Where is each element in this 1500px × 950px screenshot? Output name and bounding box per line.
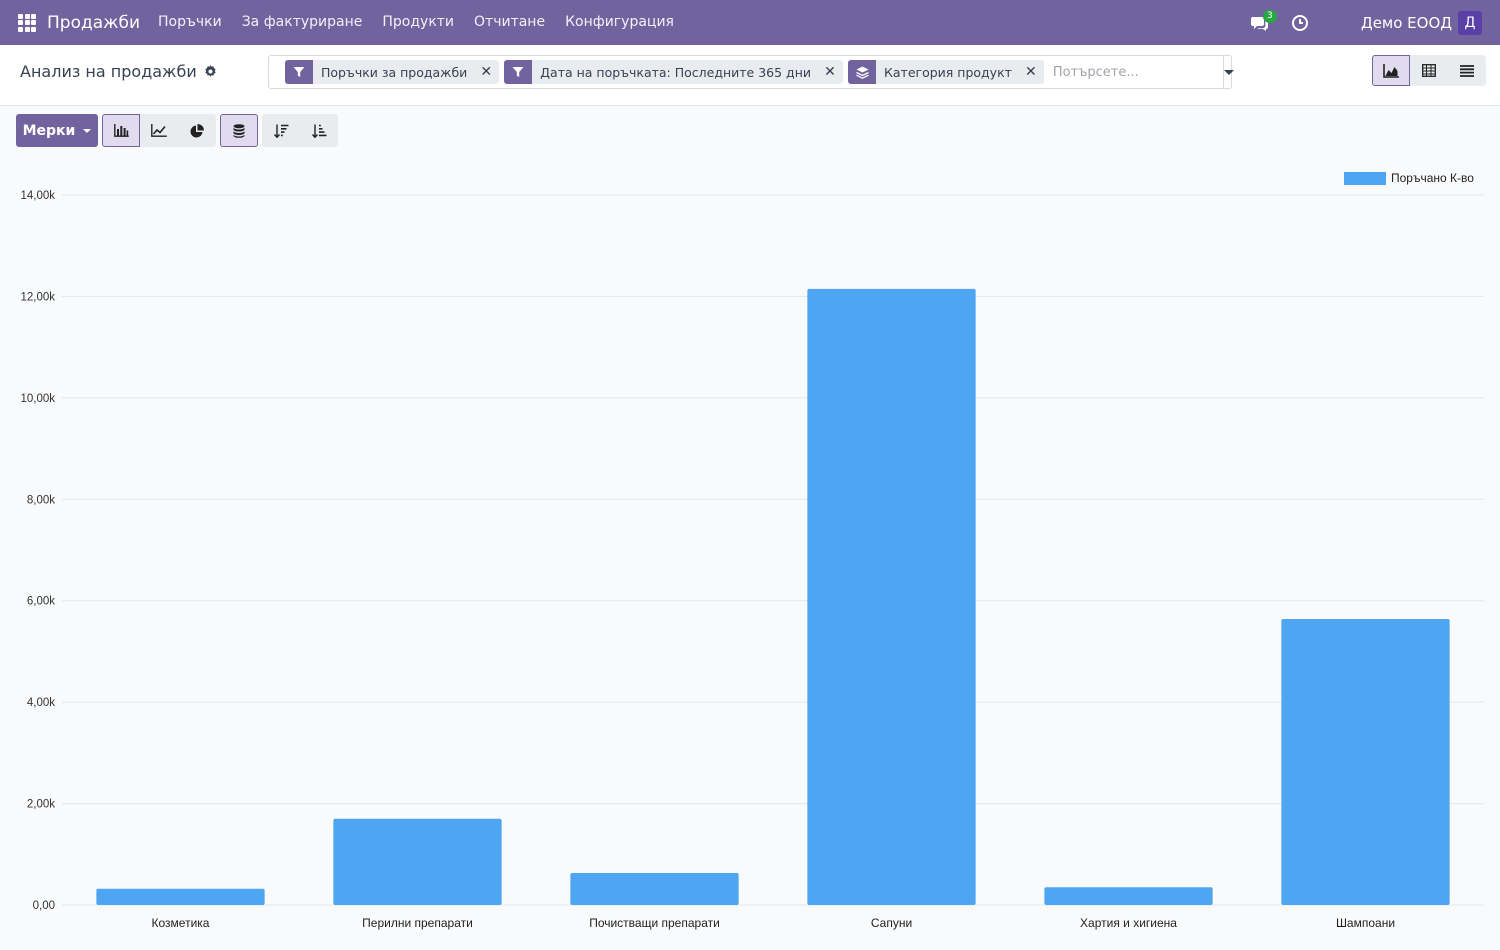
activity-clock-icon[interactable] — [1291, 14, 1309, 32]
measures-label: Мерки — [22, 122, 76, 139]
menu-item-orders[interactable]: Поръчки — [158, 14, 222, 30]
menu-item-products[interactable]: Продукти — [382, 14, 455, 30]
bar[interactable] — [807, 288, 976, 905]
x-tick-label: Шампоани — [1336, 916, 1395, 930]
search-input[interactable] — [1048, 58, 1223, 86]
messages-count-badge: 3 — [1262, 9, 1277, 23]
y-tick-label: 6,00k — [27, 596, 55, 608]
menu-item-configuration[interactable]: Конфигурация — [565, 14, 674, 30]
navbar-systray: 3 Демо ЕООД Д — [1249, 0, 1500, 45]
x-tick-label: Хартия и хигиена — [1080, 916, 1177, 930]
stacked-group — [220, 114, 258, 147]
bar[interactable] — [333, 818, 502, 905]
filter-icon — [504, 60, 533, 84]
breadcrumb: Анализ на продажби — [20, 62, 217, 81]
y-tick-label: 14,00k — [20, 190, 55, 202]
messages-icon[interactable]: 3 — [1249, 9, 1277, 34]
legend-swatch[interactable] — [1344, 172, 1386, 185]
graph-toolbar: Мерки — [16, 114, 342, 147]
bar[interactable] — [570, 873, 739, 905]
app-title[interactable]: Продажби — [47, 12, 140, 33]
search-bar: Поръчки за продажби ✕ Дата на поръчката:… — [268, 55, 1234, 89]
x-tick-label: Козметика — [152, 916, 210, 930]
bar[interactable] — [1281, 618, 1450, 905]
bar[interactable] — [1044, 887, 1213, 905]
stacked-database-icon — [233, 123, 245, 138]
main-menu: Поръчки За фактуриране Продукти Отчитане… — [148, 0, 684, 45]
apps-menu-icon[interactable] — [18, 13, 36, 32]
facet-label: Категория продукт — [884, 64, 1012, 80]
facet-label: Дата на поръчката: Последните 365 дни — [540, 64, 811, 80]
list-view-button[interactable] — [1448, 55, 1486, 86]
x-tick-label: Сапуни — [871, 916, 912, 930]
control-panel: Анализ на продажби Поръчки за продажби ✕… — [0, 45, 1500, 106]
pivot-view-icon — [1422, 64, 1436, 77]
sort-ascending-button[interactable] — [300, 114, 338, 147]
sort-ascending-icon — [311, 124, 326, 138]
top-navbar: Продажби Поръчки За фактуриране Продукти… — [0, 0, 1500, 45]
y-tick-label: 12,00k — [20, 291, 55, 303]
menu-item-to-invoice[interactable]: За фактуриране — [241, 14, 363, 30]
x-tick-label: Перилни препарати — [362, 916, 473, 930]
line-chart-button[interactable] — [140, 114, 178, 147]
stacked-toggle-button[interactable] — [220, 114, 258, 147]
y-tick-label: 0,00 — [33, 900, 55, 912]
graph-view-icon — [1383, 63, 1399, 78]
sort-descending-icon — [273, 124, 288, 138]
search-options-toggle[interactable] — [1222, 56, 1234, 88]
pie-chart-icon — [190, 123, 204, 137]
sort-descending-button[interactable] — [262, 114, 300, 147]
search-facet: Поръчки за продажби ✕ — [285, 60, 500, 84]
graph-view-button[interactable] — [1372, 55, 1410, 86]
page-title: Анализ на продажби — [20, 62, 197, 81]
list-view-icon — [1460, 64, 1474, 77]
remove-facet-icon[interactable]: ✕ — [1025, 64, 1037, 80]
pie-chart-button[interactable] — [178, 114, 216, 147]
filter-icon — [285, 60, 313, 84]
menu-item-reporting[interactable]: Отчитане — [474, 14, 546, 30]
x-tick-label: Почистващи препарати — [589, 916, 720, 930]
gear-icon[interactable] — [204, 65, 217, 78]
pivot-view-button[interactable] — [1410, 55, 1448, 86]
bar[interactable] — [96, 888, 265, 905]
caret-down-icon — [83, 128, 92, 133]
measures-dropdown-button[interactable]: Мерки — [16, 114, 98, 147]
bar-chart-icon — [113, 124, 129, 137]
bar-chart: 0,00 2,00k 4,00k 6,00k 8,00k 10,00k 12,00k 14,0… — [20, 171, 1484, 930]
chevron-down-icon — [1223, 69, 1234, 75]
chart-type-group — [102, 114, 216, 147]
y-tick-label: 2,00k — [27, 799, 55, 811]
user-avatar[interactable]: Д — [1458, 10, 1482, 35]
remove-facet-icon[interactable]: ✕ — [480, 64, 493, 80]
group-by-icon — [848, 60, 876, 84]
y-tick-label: 4,00k — [27, 697, 55, 709]
line-chart-icon — [151, 124, 167, 137]
legend-label[interactable]: Поръчано К-во — [1391, 171, 1474, 185]
search-facet: Дата на поръчката: Последните 365 дни ✕ — [504, 60, 843, 84]
y-tick-label: 10,00k — [20, 393, 55, 405]
y-tick-label: 8,00k — [27, 494, 55, 506]
sort-group — [262, 114, 338, 147]
bar-chart-button[interactable] — [102, 114, 140, 147]
search-facet: Категория продукт ✕ — [848, 60, 1044, 84]
remove-facet-icon[interactable]: ✕ — [824, 64, 836, 80]
view-switcher — [1372, 55, 1486, 86]
facet-label: Поръчки за продажби — [321, 64, 468, 80]
company-switcher[interactable]: Демо ЕООД — [1360, 13, 1452, 32]
